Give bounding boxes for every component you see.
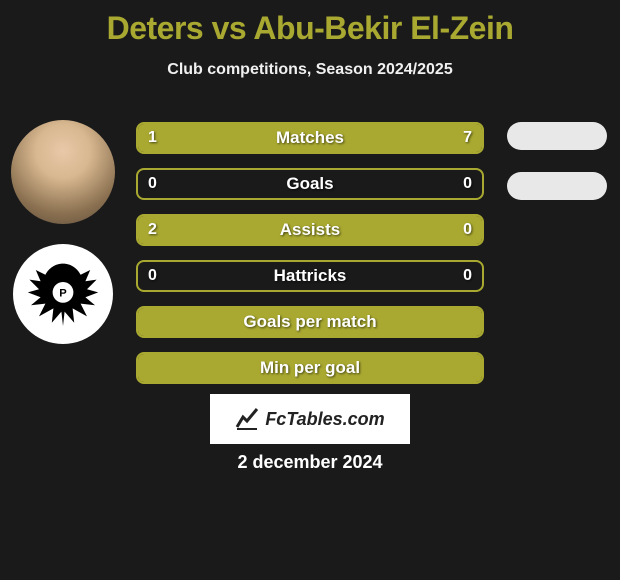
footer-badge-text: FcTables.com: [265, 409, 384, 430]
stat-label: Goals: [138, 174, 482, 194]
left-player-avatar: [11, 120, 115, 224]
stat-right-value: 7: [463, 129, 472, 147]
left-player-column: P: [8, 120, 118, 344]
stats-bars: 1Matches70Goals02Assists00Hattricks0Goal…: [136, 122, 484, 384]
page-date: 2 december 2024: [0, 452, 620, 473]
right-player-avatar-placeholder: [507, 122, 607, 150]
stat-bar: Min per goal: [136, 352, 484, 384]
stat-label: Goals per match: [138, 312, 482, 332]
stat-label: Min per goal: [138, 358, 482, 378]
right-player-column: [502, 122, 612, 200]
stat-right-value: 0: [463, 175, 472, 193]
stat-label: Hattricks: [138, 266, 482, 286]
footer-badge[interactable]: FcTables.com: [210, 394, 410, 444]
stat-label: Matches: [138, 128, 482, 148]
page-subtitle: Club competitions, Season 2024/2025: [0, 61, 620, 79]
stat-right-value: 0: [463, 267, 472, 285]
stat-label: Assists: [138, 220, 482, 240]
stat-bar: 2Assists0: [136, 214, 484, 246]
stat-bar: 0Hattricks0: [136, 260, 484, 292]
page-title: Deters vs Abu-Bekir El-Zein: [0, 0, 620, 47]
left-team-logo: P: [13, 244, 113, 344]
stat-bar: 0Goals0: [136, 168, 484, 200]
stat-right-value: 0: [463, 221, 472, 239]
stat-bar: Goals per match: [136, 306, 484, 338]
eagle-crest-icon: P: [23, 254, 103, 334]
svg-text:P: P: [59, 287, 67, 299]
chart-line-icon: [235, 407, 259, 431]
right-team-logo-placeholder: [507, 172, 607, 200]
stat-bar: 1Matches7: [136, 122, 484, 154]
